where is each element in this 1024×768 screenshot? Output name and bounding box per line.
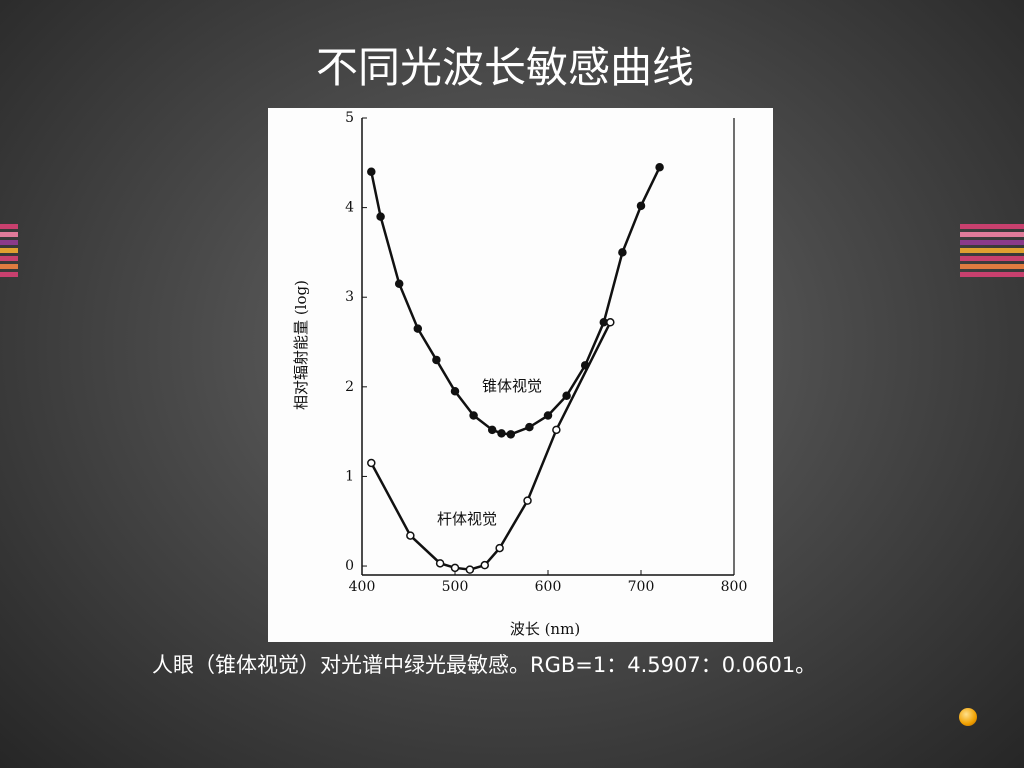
data-point [495,543,504,553]
data-point [469,411,478,420]
data-point [480,560,490,570]
decoration [0,224,18,229]
data-point [487,425,497,435]
decoration [0,272,18,277]
x-tick-label: 600 [535,579,562,595]
data-point [450,387,460,396]
decoration [960,256,1024,261]
data-point [376,212,385,221]
curve [370,321,612,571]
data-point [655,163,664,172]
data-point [543,411,553,420]
decoration [960,272,1024,277]
data-point [435,559,445,568]
y-tick-label: 2 [345,379,354,395]
x-tick-label: 700 [628,579,655,595]
chart-background [268,108,773,642]
data-point [552,425,561,435]
data-point [413,324,423,333]
y-tick-label: 0 [345,558,354,574]
decoration [0,240,18,245]
decoration [0,256,18,261]
data-point [523,496,532,505]
caption: 人眼（锥体视觉）对光谱中绿光最敏感。RGB=1：4.5907：0.0601。 [152,653,817,677]
decoration-dot [959,708,977,726]
data-point [497,429,506,438]
x-axis-label: 波长 (nm) [510,620,580,638]
y-tick-label: 5 [345,110,354,126]
data-point [618,248,627,257]
data-point [636,201,646,211]
y-tick-label: 1 [345,468,354,484]
data-point [562,391,571,401]
data-point [406,531,415,540]
decoration [960,264,1024,269]
x-tick-label: 400 [349,579,376,595]
y-axis-label: 相对辐射能量 (log) [292,280,310,410]
x-tick-label: 800 [721,579,748,595]
curve [370,166,661,436]
data-point [606,318,615,327]
series-label: 杆体视觉 [437,510,497,528]
decoration [0,248,18,253]
data-point [525,422,534,432]
x-tick-label: 500 [442,579,469,595]
data-point [465,565,475,574]
data-point [367,458,376,468]
data-point [506,430,516,439]
data-point [450,563,460,573]
series-label: 锥体视觉 [482,377,542,395]
decoration [960,232,1024,237]
slide-title: 不同光波长敏感曲线 [315,43,694,92]
data-point [367,167,376,177]
decoration [960,248,1024,253]
decoration [0,232,18,237]
decoration [960,224,1024,229]
data-point [432,355,441,365]
data-point [394,279,404,289]
decoration [0,264,18,269]
y-tick-label: 4 [345,200,354,216]
y-tick-label: 3 [345,289,354,305]
decoration [960,240,1024,245]
